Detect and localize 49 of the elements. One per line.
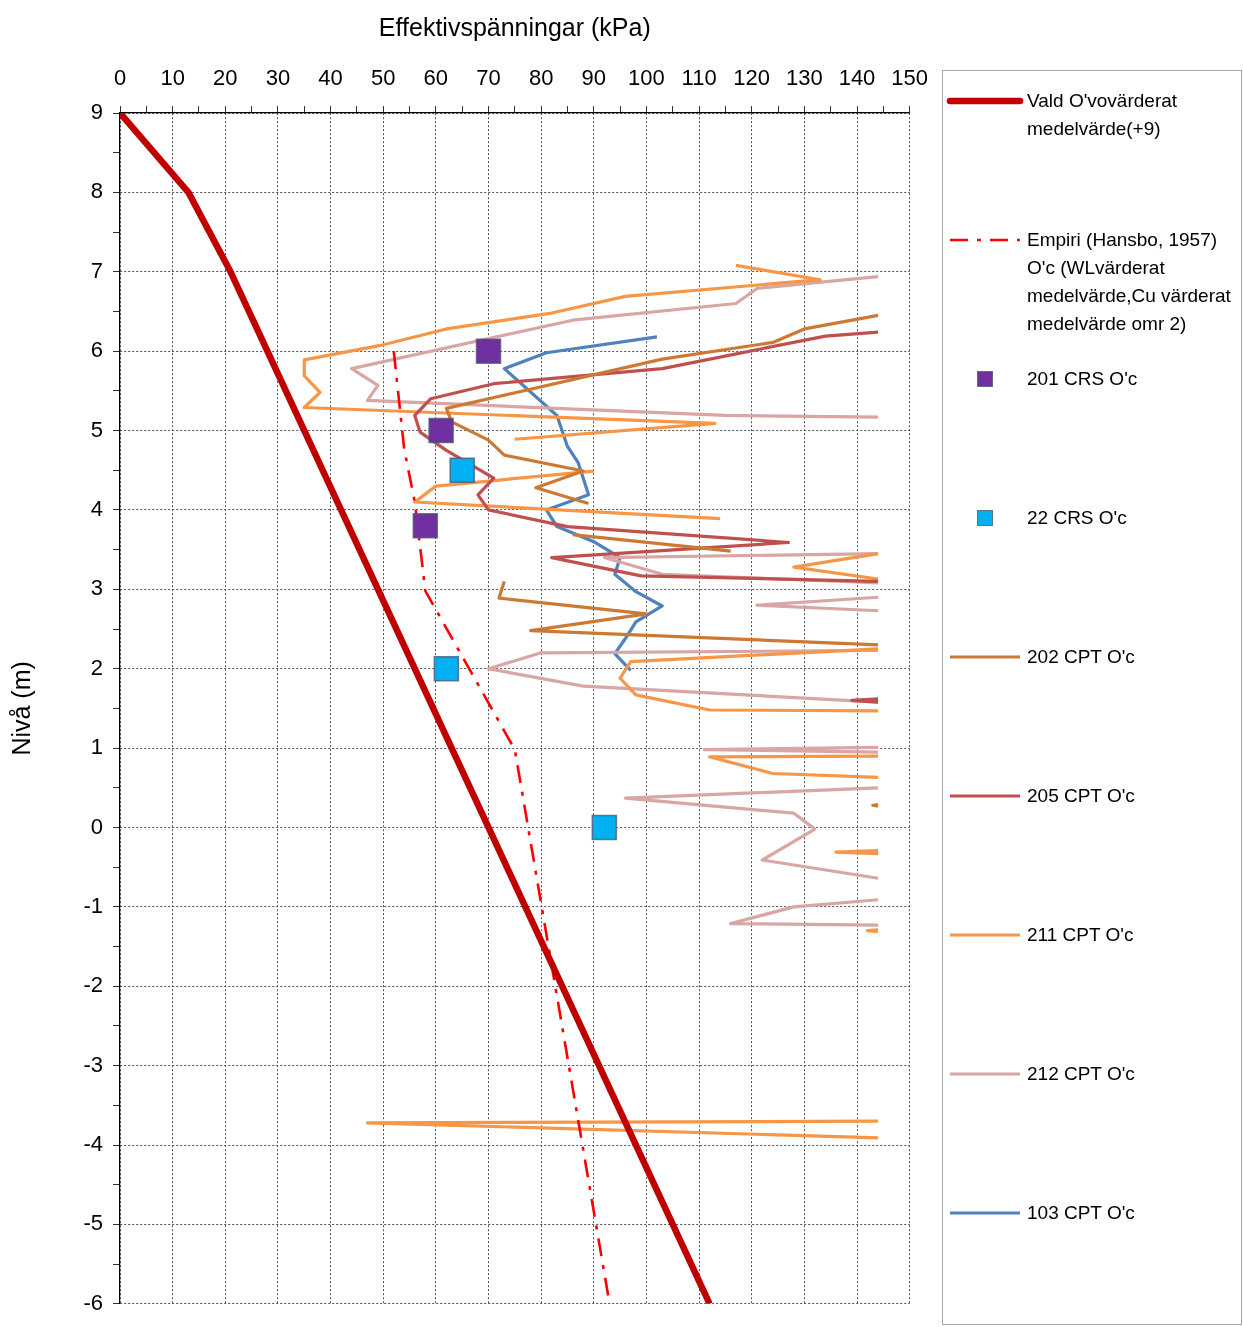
- legend-label: Empiri (Hansbo, 1957) O'c (WLvärderat medelvärde,Cu värderat medelvärde omr 2): [1027, 228, 1232, 336]
- x-tick-label: 120: [733, 64, 771, 90]
- point: [433, 655, 460, 682]
- y-tick-label: -2: [83, 972, 103, 998]
- y-tick-label: 8: [90, 178, 103, 204]
- x-tick-label: 0: [113, 64, 127, 90]
- x-tick-label: 30: [265, 64, 291, 90]
- y-tick-label: 9: [90, 99, 103, 125]
- y-tick-label: 0: [90, 813, 103, 839]
- x-tick-label: 100: [628, 64, 665, 90]
- x-tick-label: 70: [476, 64, 501, 90]
- point: [412, 513, 439, 539]
- y-tick-label: -4: [83, 1131, 103, 1157]
- y-tick-label: 6: [90, 337, 103, 363]
- legend-label: 201 CRS O'c: [1027, 367, 1139, 391]
- x-tick-label: 110: [681, 64, 717, 90]
- y-tick-label: 1: [90, 734, 103, 760]
- x-tick-label: 10: [160, 64, 185, 90]
- x-tick-label: 40: [318, 64, 343, 90]
- x-tick-label: 60: [423, 64, 449, 90]
- x-tick-label: 140: [838, 64, 876, 90]
- x-tick-label: 50: [370, 64, 396, 90]
- x-axis-title: Effektivspänningar (kPa): [378, 12, 651, 41]
- y-tick-label: 4: [90, 496, 103, 521]
- y-tick-label: -5: [83, 1210, 103, 1236]
- y-tick-label: -3: [83, 1051, 103, 1077]
- y-tick-label: 2: [90, 654, 103, 680]
- point: [591, 814, 618, 841]
- point: [428, 417, 454, 444]
- legend-label: 211 CPT O'c: [1027, 923, 1135, 947]
- legend-label: 205 CPT O'c: [1027, 784, 1136, 808]
- point: [449, 457, 475, 484]
- legend-label: 212 CPT O'c: [1027, 1062, 1136, 1086]
- x-tick-label: 150: [891, 64, 929, 90]
- y-tick-label: -6: [83, 1289, 103, 1315]
- x-tick-label: 130: [786, 64, 823, 90]
- legend-label: 22 CRS O'c: [1027, 506, 1128, 530]
- legend-label: Vald O'vovärderat medelvärde(+9): [1027, 89, 1179, 141]
- x-tick-label: 20: [213, 64, 238, 90]
- y-tick-label: 5: [90, 416, 103, 442]
- y-axis-title: Nivå (m): [6, 661, 35, 756]
- y-tick-label: 7: [90, 257, 103, 283]
- point: [475, 338, 502, 364]
- y-tick-label: -1: [83, 892, 103, 918]
- y-tick-label: 3: [90, 575, 103, 601]
- x-tick-label: 80: [528, 64, 554, 90]
- x-tick-label: 90: [581, 64, 607, 90]
- legend-label: 103 CPT O'c: [1027, 1201, 1136, 1225]
- legend-label: 202 CPT O'c: [1027, 645, 1136, 669]
